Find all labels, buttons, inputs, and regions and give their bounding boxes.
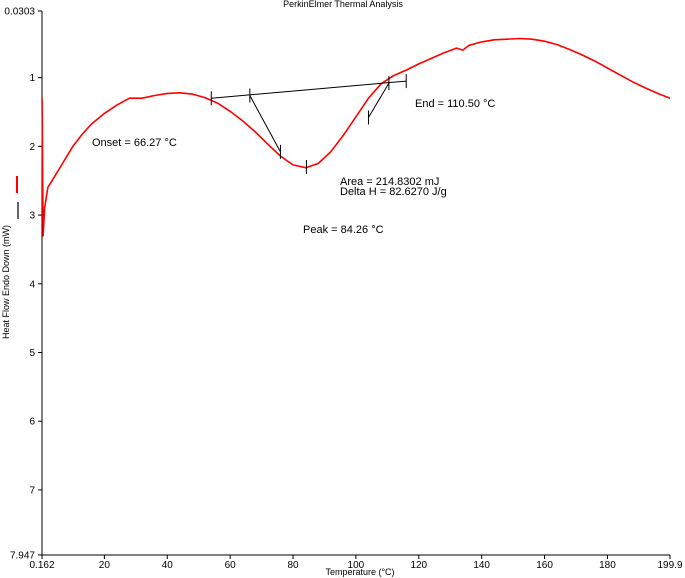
y-tick-label: 3 [29,211,35,222]
axes [41,11,670,556]
y-tick-label: 1 [29,73,35,84]
x-tick-label: 0.162 [29,560,54,571]
end-annotation: End = 110.50 °C [415,98,495,110]
series-group [41,37,671,237]
onset-annotation: Onset = 66.27 °C [92,137,177,149]
y-tick-label: 5 [29,348,35,359]
peak-annotation: Peak = 84.26 °C [303,224,384,236]
x-tick-label: 180 [599,560,616,571]
x-tick-label: 100 [348,560,365,571]
chart-title: PerkinElmer Thermal Analysis [283,0,403,9]
x-axis-title: Temperature (°C) [325,567,394,577]
baseline-line [211,80,407,99]
x-tick-label: 199.9 [657,560,682,571]
y-tick-label: 7.947 [10,551,35,562]
x-tick-label: 140 [473,560,490,571]
y-tick-label: 2 [29,142,35,153]
x-tick-label: 80 [287,560,299,571]
heat-flow-series-line [41,37,671,237]
axis-ticks: 0.162 20 40 60 80 100 120 140 160 180 199.9 0.0303 1… [4,7,683,572]
y-axis-title: Heat Flow Endo Down (mW) [1,225,11,339]
y-tick-label: 4 [29,279,35,290]
x-tick-label: 40 [162,560,174,571]
x-tick-label: 60 [225,560,237,571]
tangent-line [249,95,281,153]
y-tick-label: 6 [29,417,35,428]
y-tick-label: 0.0303 [4,7,35,18]
x-tick-label: 160 [536,560,553,571]
delta-h-annotation: Delta H = 82.6270 J/g [340,186,447,198]
y-legend-swatches [16,176,19,219]
analysis-marks [210,74,407,174]
x-tick-label: 120 [410,560,427,571]
x-tick-label: 20 [99,560,111,571]
y-tick-label: 7 [29,485,35,496]
area-annotation: Area = 214.8302 mJ [340,176,439,188]
tangent-line [368,82,390,118]
